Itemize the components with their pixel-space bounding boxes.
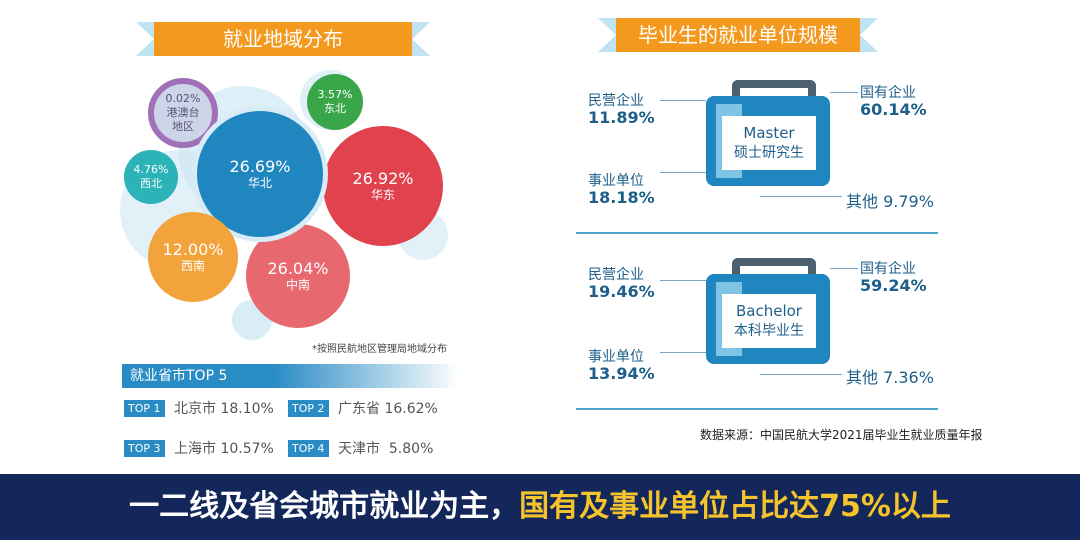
bachelor-cn: 本科毕业生 [734,323,804,339]
master-private-val: 11.89% [588,108,655,127]
bubble-huadong: 26.92% 华东 [323,126,443,246]
master-cn: 硕士研究生 [734,145,804,161]
master-state-val: 60.14% [860,100,927,119]
ribbon-tail-right [860,18,878,52]
bachelor-private-val: 19.46% [588,282,655,301]
leader-line [660,172,706,173]
bubble-xibei-pct: 4.76% [133,163,169,177]
bachelor-en: Bachelor [736,302,802,320]
bubble-huadong-name: 华东 [370,187,395,202]
briefcase-label-master: Master 硕士研究生 [722,116,816,170]
rank-badge-3: TOP 3 [124,440,165,457]
rank-text-1: 北京市 18.10% [174,401,274,417]
bubble-huabei-name: 华北 [247,175,272,190]
master-public-label: 事业单位 [588,173,644,189]
bubble-xinan: 12.00% 西南 [148,212,238,302]
leader-line [830,92,858,93]
conclusion-part2: 国有及事业单位占比达75%以上 [519,489,951,524]
briefcase-handle-icon [732,258,816,282]
leader-line [760,196,842,197]
region-title: 就业地域分布 [154,22,412,56]
rank-text-2: 广东省 16.62% [338,401,438,417]
master-public-val: 18.18% [588,188,655,207]
bubble-dongbei-pct: 3.57% [317,88,353,102]
rank-badge-4: TOP 4 [288,440,329,457]
rank-text-4: 天津市 5.80% [338,441,434,457]
ribbon-tail-right [412,22,430,56]
briefcase-label-bachelor: Bachelor 本科毕业生 [722,294,816,348]
bachelor-private-label: 民营企业 [588,267,644,283]
bubble-hmt: 0.02% 港澳台 地区 [148,78,218,148]
bachelor-state-val: 59.24% [860,276,927,295]
leader-line [830,268,858,269]
master-private-label: 民营企业 [588,93,644,109]
leader-line [660,100,706,101]
section-divider [576,408,938,410]
master-other: 其他 9.79% [846,192,934,211]
bubble-zhongnan-name: 中南 [285,277,310,292]
briefcase-handle-icon [732,80,816,104]
employer-title: 毕业生的就业单位规模 [616,18,860,52]
master-en: Master [743,124,795,142]
conclusion-banner: 一二线及省会城市就业为主，国有及事业单位占比达75%以上 [0,474,1080,540]
bachelor-state-label: 国有企业 [860,261,916,277]
rank-text-3: 上海市 10.57% [174,441,274,457]
ribbon-tail-left [136,22,154,56]
bubble-xibei-name: 西北 [140,177,162,190]
rank-badge-2: TOP 2 [288,400,329,417]
bubble-xinan-pct: 12.00% [162,239,224,259]
top5-title: 就业省市TOP 5 [122,364,460,388]
bachelor-public-label: 事业单位 [588,349,644,365]
leader-line [660,280,706,281]
bubble-hmt-name: 港澳台 地区 [166,106,200,133]
section-divider [576,232,938,234]
bubble-dongbei-name: 东北 [324,102,346,115]
leader-line [760,374,842,375]
bubble-zhongnan-pct: 26.04% [267,258,329,278]
ribbon-tail-left [598,18,616,52]
bubble-hmt-pct: 0.02% [165,92,201,106]
data-source: 数据来源：中国民航大学2021届毕业生就业质量年报 [700,428,983,442]
bachelor-public-val: 13.94% [588,364,655,383]
bubble-xibei: 4.76% 西北 [124,150,178,204]
bubble-huabei-pct: 26.69% [229,156,291,176]
region-note: *按照民航地区管理局地域分布 [312,344,447,355]
bubble-xinan-name: 西南 [180,258,205,273]
bubble-huadong-pct: 26.92% [352,168,414,188]
master-state-label: 国有企业 [860,85,916,101]
rank-badge-1: TOP 1 [124,400,165,417]
leader-line [660,352,706,353]
bachelor-other: 其他 7.36% [846,368,934,387]
conclusion-part1: 一二线及省会城市就业为主， [129,489,520,524]
conclusion-text: 一二线及省会城市就业为主，国有及事业单位占比达75%以上 [0,474,1080,540]
bubble-dongbei: 3.57% 东北 [307,74,363,130]
